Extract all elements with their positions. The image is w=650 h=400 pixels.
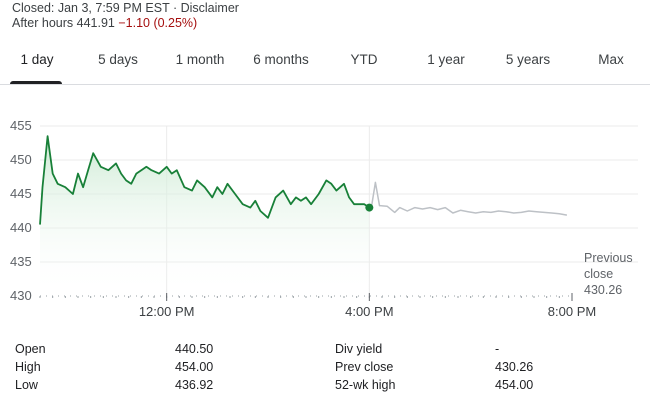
- stat-label-high: High: [15, 360, 41, 374]
- price-chart[interactable]: 430 435 440 445 450 455 12:00 PM 4:00 PM 8:00 P…: [0, 100, 650, 330]
- tab-max[interactable]: Max: [598, 52, 624, 67]
- y-tick-label: 445: [10, 186, 32, 201]
- y-tick-label: 430: [10, 288, 32, 303]
- market-status-text: Closed: Jan 3, 7:59 PM EST · Disclaimer: [12, 1, 239, 15]
- tab-ytd[interactable]: YTD: [350, 52, 378, 67]
- stat-value-prev-close: 430.26: [495, 360, 534, 374]
- tabs-divider: [0, 84, 650, 85]
- x-axis-labels: 12:00 PM 4:00 PM 8:00 PM: [139, 304, 596, 319]
- stat-value-open: 440.50: [175, 342, 214, 356]
- tab-1-day[interactable]: 1 day: [20, 52, 54, 67]
- stat-value-high: 454.00: [175, 360, 214, 374]
- tab-1-month[interactable]: 1 month: [175, 52, 225, 67]
- range-tabs: 1 day 5 days 1 month 6 months YTD 1 year…: [0, 48, 650, 84]
- after-hours-price: After hours 441.91: [12, 16, 115, 30]
- x-tick-label: 12:00 PM: [139, 304, 195, 319]
- x-tick-label: 4:00 PM: [345, 304, 393, 319]
- tab-6-months[interactable]: 6 months: [253, 52, 309, 67]
- after-hours-line: After hours 441.91 −1.10 (0.25%): [12, 16, 197, 30]
- stat-row: Low 436.92 52-wk high 454.00: [0, 378, 650, 396]
- stat-value-div-yield: -: [495, 342, 500, 356]
- y-tick-label: 440: [10, 220, 32, 235]
- active-tab-indicator: [10, 81, 62, 84]
- regular-session-line: [39, 135, 370, 225]
- market-close-dot: [365, 203, 374, 212]
- stat-label-52wk-high: 52-wk high: [335, 378, 396, 392]
- stat-row: High 454.00 Prev close 430.26: [0, 360, 650, 378]
- tab-5-years[interactable]: 5 years: [505, 52, 551, 67]
- stat-label-prev-close: Prev close: [335, 360, 394, 374]
- previous-close-value: 430.26: [584, 283, 622, 297]
- tab-1-year[interactable]: 1 year: [427, 52, 465, 67]
- stat-label-low: Low: [15, 378, 38, 392]
- previous-close-label-2: close: [584, 267, 613, 281]
- y-axis-labels: 430 435 440 445 450 455: [10, 118, 32, 303]
- y-tick-label: 435: [10, 254, 32, 269]
- x-axis-ticks: [39, 293, 573, 301]
- stat-row: Open 440.50 Div yield -: [0, 342, 650, 360]
- previous-close-label-1: Previous: [584, 251, 633, 265]
- tab-5-days[interactable]: 5 days: [98, 52, 138, 67]
- after-hours-change: −1.10 (0.25%): [118, 16, 198, 30]
- x-tick-label: 8:00 PM: [548, 304, 596, 319]
- after-hours-line: [368, 181, 568, 216]
- y-tick-label: 455: [10, 118, 32, 133]
- stat-label-open: Open: [15, 342, 46, 356]
- stat-value-low: 436.92: [175, 378, 214, 392]
- stat-value-52wk-high: 454.00: [495, 378, 534, 392]
- stat-label-div-yield: Div yield: [335, 342, 383, 356]
- y-tick-label: 450: [10, 152, 32, 167]
